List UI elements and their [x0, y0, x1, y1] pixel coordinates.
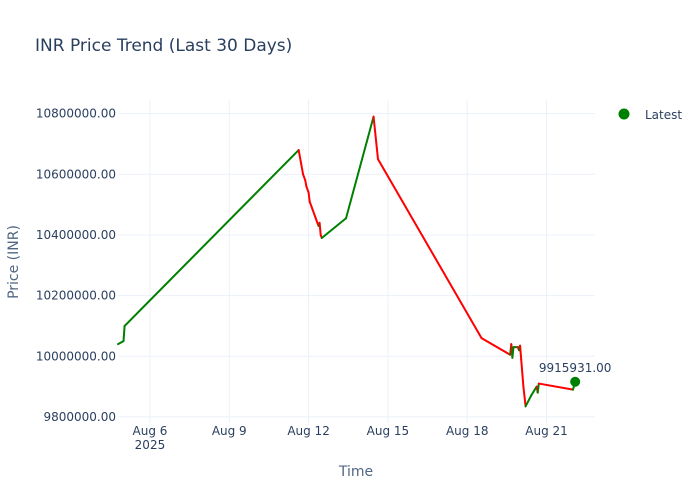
x-axis-title: Time	[338, 464, 373, 480]
price-segment-up	[320, 217, 348, 239]
price-segment-down	[297, 149, 302, 164]
price-segment-down	[305, 185, 310, 194]
legend-label: Latest	[645, 108, 682, 122]
y-tick-label: 10800000.00	[36, 107, 116, 121]
x-tick-label: Aug 12	[287, 424, 330, 438]
y-tick-label: 9800000.00	[43, 410, 116, 424]
gridlines	[118, 100, 595, 423]
price-segment-up	[524, 394, 533, 408]
price-segment-down	[308, 200, 317, 218]
x-tick-label: Aug 6	[133, 424, 168, 438]
price-segment-up	[122, 324, 126, 343]
price-segment-down	[537, 382, 574, 391]
latest-point-label: 9915931.00	[539, 361, 612, 375]
y-axis-title: Price (INR)	[6, 225, 22, 299]
y-axis-ticks: 9800000.00 10000000.00 10200000.00 10400000…	[36, 107, 116, 424]
price-segment-up	[123, 149, 300, 327]
price-segment-down	[372, 115, 379, 161]
y-tick-label: 10400000.00	[36, 228, 116, 242]
price-segment-up	[117, 340, 125, 346]
price-segment-down	[299, 161, 305, 176]
price-segment-down	[302, 173, 307, 182]
x-tick-sublabel: 2025	[135, 438, 166, 452]
x-tick-label: Aug 15	[367, 424, 410, 438]
latest-marker-layer: 9915931.00	[539, 361, 612, 387]
x-tick-label: Aug 9	[212, 424, 247, 438]
price-segment-up	[530, 385, 538, 397]
price-segment-down	[304, 179, 308, 188]
price-segment-down	[376, 158, 483, 340]
y-tick-label: 10000000.00	[36, 349, 116, 363]
price-segment-down	[519, 344, 523, 361]
x-tick-label: Aug 21	[525, 424, 568, 438]
chart-title: INR Price Trend (Last 30 Days)	[35, 36, 292, 56]
y-tick-label: 10200000.00	[36, 289, 116, 303]
price-segment-down	[522, 385, 527, 408]
x-tick-label: Aug 18	[446, 424, 489, 438]
price-segment-up	[511, 346, 515, 359]
latest-point-marker[interactable]	[570, 376, 581, 387]
legend-marker-icon	[618, 108, 630, 120]
price-segment-up	[345, 115, 375, 220]
price-segment-up	[536, 382, 540, 394]
y-tick-label: 10600000.00	[36, 167, 116, 181]
price-series	[117, 115, 577, 408]
price-segment-down	[480, 337, 512, 356]
price-segment-down	[520, 358, 525, 388]
price-segment-down	[318, 221, 322, 236]
legend[interactable]: Latest	[618, 108, 683, 122]
price-segment-down	[314, 215, 320, 227]
price-segment-down	[307, 191, 311, 203]
